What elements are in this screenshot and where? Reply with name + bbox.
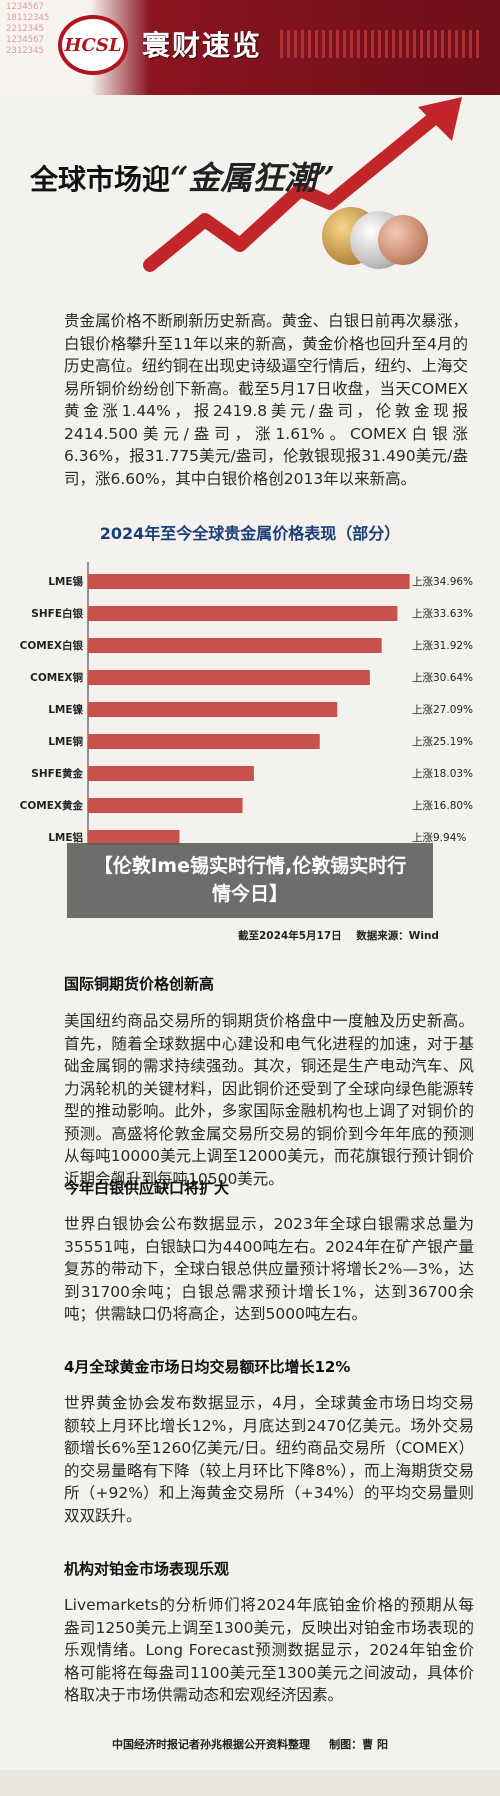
category-label: LME铝	[48, 831, 83, 844]
footer-credit: 中国经济时报记者孙兆根据公开资料整理 制图：曹 阳	[112, 1738, 388, 1751]
bar	[88, 638, 382, 653]
chart-title: 2024年至今全球贵金属价格表现（部分）	[99, 524, 401, 543]
category-label: COMEX白银	[20, 639, 84, 652]
bar-chart: LME锡 上涨34.96% SHFE白银 上涨33.63% COMEX白银 上涨31.92…	[20, 562, 473, 845]
category-label: COMEX黄金	[20, 799, 84, 812]
section-title-silver: 今年白银供应缺口将扩大	[64, 1179, 230, 1197]
logo-text: HCSL	[64, 34, 122, 56]
bar	[88, 574, 410, 589]
data-label: 上涨31.92%	[412, 640, 473, 652]
data-label: 上涨9.94%	[412, 832, 466, 844]
section-title-platinum: 机构对铂金市场表现乐观	[64, 1560, 230, 1578]
data-label: 上涨18.03%	[412, 768, 473, 780]
section-body-silver: 世界白银协会公布数据显示，2023年全球白银需求总量为35551吨，白银缺口为4…	[64, 1215, 474, 1323]
data-label: 上涨34.96%	[412, 576, 473, 588]
hero-title: 全球市场迎“金属狂潮”	[30, 159, 335, 197]
section-body-copper: 美国纽约商品交易所的铜期货价格盘中一度触及历史新高。首先，随着全球数据中心建设和…	[64, 1012, 474, 1188]
bar	[88, 702, 338, 717]
category-label: LME镍	[48, 703, 83, 716]
article-title-overlay: 【伦敦lme锡实时行情,伦敦锡实时行 情今日】	[67, 843, 433, 918]
hero-section: 全球市场迎“金属狂潮”	[0, 95, 500, 290]
decorative-stripes	[280, 30, 480, 58]
chart-footnote: 截至2024年5月17日 数据来源：Wind	[238, 930, 439, 942]
brand-title: 寰财速览	[142, 29, 263, 62]
category-label: LME锡	[48, 575, 83, 588]
bar	[88, 606, 398, 621]
category-label: LME铜	[48, 735, 83, 748]
bar	[88, 670, 370, 685]
section-title-gold: 4月全球黄金市场日均交易额环比增长12%	[64, 1358, 351, 1376]
section-body-gold: 世界黄金协会发布数据显示，4月，全球黄金市场日均交易额较上月环比增长12%，月底…	[64, 1394, 474, 1525]
data-label: 上涨33.63%	[412, 608, 473, 620]
category-label: COMEX铜	[30, 671, 83, 684]
ticker-numbers: 1234567 18112345 2212345 1234567 2312345	[6, 2, 50, 56]
logo: HCSL	[58, 15, 128, 75]
bar	[88, 798, 243, 813]
bar	[88, 830, 180, 845]
data-label: 上涨30.64%	[412, 672, 473, 684]
data-label: 上涨25.19%	[412, 736, 473, 748]
section-title-copper: 国际铜期货价格创新高	[64, 975, 215, 993]
category-label: SHFE黄金	[31, 767, 83, 780]
bar	[88, 734, 320, 749]
section-body-platinum: Livemarkets的分析师们将2024年底铂金价格的预期从每盎司1250美元…	[64, 1596, 474, 1704]
data-label: 上涨16.80%	[412, 800, 473, 812]
bottom-bar	[0, 1770, 500, 1796]
copper-coin-icon	[378, 215, 428, 265]
category-label: SHFE白银	[31, 607, 83, 620]
bar	[88, 766, 254, 781]
data-label: 上涨27.09%	[412, 704, 473, 716]
header-banner: 1234567 18112345 2212345 1234567 2312345…	[0, 0, 500, 95]
rising-arrow-icon	[143, 97, 462, 272]
intro-paragraph: 贵金属价格不断刷新历史新高。黄金、白银日前再次暴涨，白银价格攀升至11年以来的新…	[64, 312, 468, 488]
